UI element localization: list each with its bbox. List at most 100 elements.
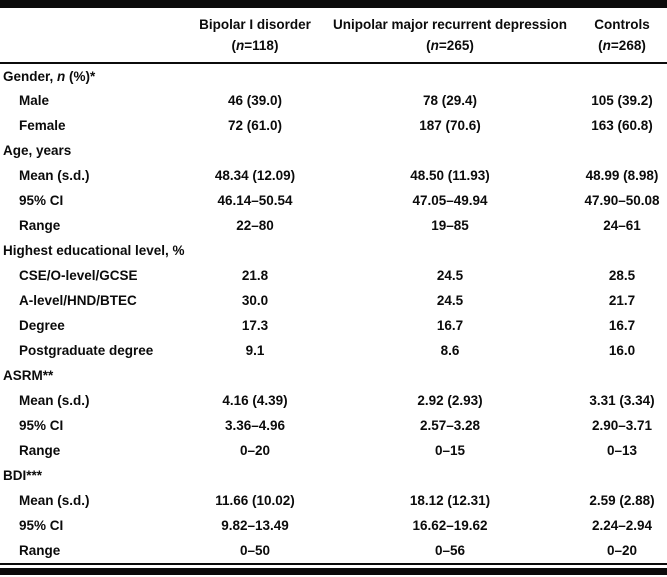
cell-value <box>577 63 667 88</box>
cell-value <box>577 463 667 488</box>
cell-value: 0–20 <box>239 443 271 458</box>
cell-value: 4.16 (4.39) <box>222 393 288 408</box>
cell-value: 3.36–4.96 <box>224 418 286 433</box>
demographics-table: Bipolar I disorder (n=118) Unipolar major … <box>0 8 667 563</box>
cell-value: 46.14–50.54 <box>217 193 293 208</box>
table-header: Bipolar I disorder (n=118) Unipolar major … <box>0 8 667 64</box>
cell-value: 17.3 <box>241 318 269 333</box>
cell-value: 24.5 <box>436 293 464 308</box>
cell-value <box>187 63 323 88</box>
table-top-rule <box>0 0 667 8</box>
row-label: 95% CI <box>19 193 64 208</box>
cell-value: 21.7 <box>608 293 636 308</box>
cell-value: 72 (61.0) <box>227 118 283 133</box>
cell-value: 0–20 <box>606 543 638 558</box>
table-row: 95% CI 46.14–50.54 47.05–49.94 47.90–50.08 <box>0 188 667 213</box>
cell-value <box>323 238 577 263</box>
row-label: Highest educational level, % <box>3 243 185 258</box>
cell-value <box>187 463 323 488</box>
cell-value: 48.34 (12.09) <box>214 168 296 183</box>
cell-value <box>323 363 577 388</box>
cell-value: 11.66 (10.02) <box>215 493 295 508</box>
table-bottom-rule <box>0 568 667 575</box>
cell-value <box>323 463 577 488</box>
cell-value <box>577 363 667 388</box>
table-row: Mean (s.d.) 4.16 (4.39) 2.92 (2.93) 3.31 (3… <box>0 388 667 413</box>
cell-value: 78 (29.4) <box>422 93 478 108</box>
cell-value: 16.7 <box>608 318 636 333</box>
cell-value: 3.31 (3.34) <box>589 393 655 408</box>
cell-value: 2.59 (2.88) <box>589 493 655 508</box>
cell-value: 22–80 <box>236 218 274 233</box>
cell-value <box>577 138 667 163</box>
table-row: Female 72 (61.0) 187 (70.6) 163 (60.8) <box>0 113 667 138</box>
table-row: A-level/HND/BTEC 30.0 24.5 21.7 <box>0 288 667 313</box>
row-label: 95% CI <box>19 418 64 433</box>
cell-value: 9.1 <box>245 343 265 358</box>
cell-value: 24.5 <box>436 268 464 283</box>
cell-value <box>323 138 577 163</box>
row-label: BDI*** <box>3 468 43 483</box>
row-label: 95% CI <box>19 518 64 533</box>
row-label: Gender, n (%)* <box>3 68 96 84</box>
column-header: Bipolar I disorder (n=118) <box>187 8 323 64</box>
table-row: Range 0–20 0–15 0–13 <box>0 438 667 463</box>
cell-value: 2.24–2.94 <box>591 518 653 533</box>
table-row: Postgraduate degree 9.1 8.6 16.0 <box>0 338 667 363</box>
cell-value: 18.12 (12.31) <box>409 493 491 508</box>
column-header-n: (n=118) <box>231 38 279 53</box>
cell-value: 46 (39.0) <box>227 93 283 108</box>
row-label: Range <box>19 443 61 458</box>
row-label: Male <box>19 93 50 108</box>
row-label: Female <box>19 118 66 133</box>
table-bottom-thin-rule <box>0 563 667 565</box>
cell-value: 187 (70.6) <box>419 118 481 133</box>
row-label: Mean (s.d.) <box>19 393 90 408</box>
cell-value: 2.92 (2.93) <box>417 393 483 408</box>
row-label: ASRM** <box>3 368 54 383</box>
cell-value: 16.0 <box>608 343 636 358</box>
table-row: Mean (s.d.) 11.66 (10.02) 18.12 (12.31) 2.5… <box>0 488 667 513</box>
cell-value: 30.0 <box>241 293 269 308</box>
cell-value: 9.82–13.49 <box>221 518 289 533</box>
column-header: Unipolar major recurrent depression (n=26… <box>323 8 577 64</box>
table-body: Gender, n (%)* Male 46 (39.0) 78 (29.4) 105 … <box>0 63 667 563</box>
row-label: Mean (s.d.) <box>19 168 90 183</box>
cell-value: 16.7 <box>436 318 464 333</box>
cell-value: 105 (39.2) <box>591 93 653 108</box>
cell-value: 19–85 <box>431 218 469 233</box>
cell-value: 163 (60.8) <box>591 118 653 133</box>
row-label: Age, years <box>3 143 72 158</box>
table-row: 95% CI 3.36–4.96 2.57–3.28 2.90–3.71 <box>0 413 667 438</box>
section-row: Gender, n (%)* <box>0 63 667 88</box>
row-label: CSE/O-level/GCSE <box>19 268 138 283</box>
cell-value: 8.6 <box>440 343 460 358</box>
column-header-title: Unipolar major recurrent depression <box>332 17 568 32</box>
cell-value <box>187 138 323 163</box>
table-row: 95% CI 9.82–13.49 16.62–19.62 2.24–2.94 <box>0 513 667 538</box>
column-header-n: (n=265) <box>426 38 474 53</box>
column-header: Controls (n=268) <box>577 8 667 64</box>
row-label: Mean (s.d.) <box>19 493 90 508</box>
cell-value: 47.05–49.94 <box>412 193 488 208</box>
cell-value <box>187 238 323 263</box>
cell-value: 16.62–19.62 <box>412 518 488 533</box>
row-label: Range <box>19 218 61 233</box>
row-label: A-level/HND/BTEC <box>19 293 137 308</box>
cell-value: 0–56 <box>434 543 466 558</box>
section-row: ASRM** <box>0 363 667 388</box>
cell-value: 0–50 <box>239 543 271 558</box>
column-header-title: Bipolar I disorder <box>199 17 311 32</box>
table-row: Male 46 (39.0) 78 (29.4) 105 (39.2) <box>0 88 667 113</box>
cell-value: 2.90–3.71 <box>591 418 653 433</box>
header-label-spacer <box>0 8 187 64</box>
row-label: Degree <box>19 318 65 333</box>
cell-value: 48.99 (8.98) <box>585 168 659 183</box>
header-row: Bipolar I disorder (n=118) Unipolar major … <box>0 8 667 64</box>
cell-value: 0–13 <box>606 443 638 458</box>
cell-value: 28.5 <box>608 268 636 283</box>
table-row: Degree 17.3 16.7 16.7 <box>0 313 667 338</box>
cell-value: 0–15 <box>434 443 466 458</box>
cell-value: 2.57–3.28 <box>419 418 481 433</box>
